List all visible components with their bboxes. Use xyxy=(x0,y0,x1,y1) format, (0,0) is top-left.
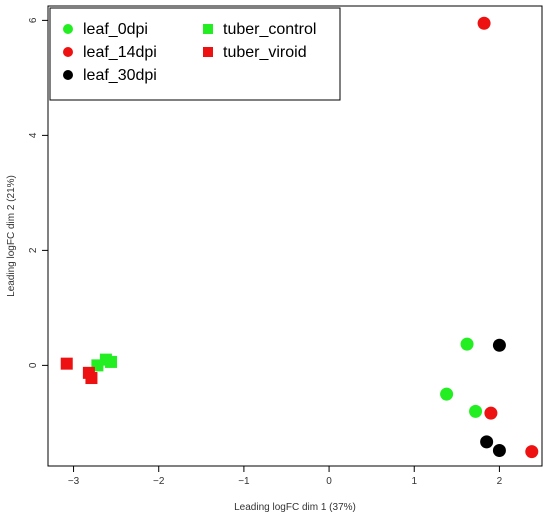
data-point-tuber-control xyxy=(105,355,118,368)
y-axis: 0 2 4 6 xyxy=(28,17,48,368)
x-tick-label: 0 xyxy=(326,476,332,487)
y-tick-label: 0 xyxy=(28,362,39,368)
legend-label: leaf_30dpi xyxy=(83,67,157,84)
data-point-leaf-0dpi xyxy=(460,337,474,351)
plot-frame xyxy=(47,5,543,467)
legend: leaf_0dpi leaf_14dpi leaf_30dpi tuber_contr… xyxy=(49,7,341,101)
legend-label: leaf_0dpi xyxy=(83,21,148,38)
x-axis-title: Leading logFC dim 1 (37%) xyxy=(234,502,356,513)
legend-key-leaf-14dpi xyxy=(63,47,73,57)
data-point-leaf-14dpi xyxy=(525,445,539,459)
data-point-leaf-30dpi xyxy=(492,443,506,457)
data-point-leaf-14dpi xyxy=(484,406,498,420)
legend-label: tuber_viroid xyxy=(223,44,307,61)
legend-key-tuber-control xyxy=(203,24,213,34)
x-tick-label: 2 xyxy=(497,476,503,487)
data-point-leaf-0dpi xyxy=(440,387,454,401)
y-tick-label: 2 xyxy=(28,247,39,253)
x-tick-label: −1 xyxy=(238,476,250,487)
y-axis-title: Leading logFC dim 2 (21%) xyxy=(6,175,17,297)
x-tick-label: −2 xyxy=(153,476,165,487)
data-point-tuber-viroid xyxy=(85,372,98,385)
data-point-leaf-30dpi xyxy=(480,435,494,449)
legend-key-tuber-viroid xyxy=(203,47,213,57)
legend-key-leaf-0dpi xyxy=(63,24,73,34)
x-axis: −3 −2 −1 0 1 2 xyxy=(68,466,503,487)
data-point-tuber-viroid xyxy=(60,357,73,370)
data-points xyxy=(60,16,539,459)
x-tick-label: 1 xyxy=(411,476,417,487)
legend-label: tuber_control xyxy=(223,21,316,38)
data-point-leaf-30dpi xyxy=(492,338,506,352)
y-tick-label: 4 xyxy=(28,132,39,138)
y-tick-label: 6 xyxy=(28,17,39,23)
data-point-leaf-14dpi xyxy=(477,16,491,30)
legend-key-leaf-30dpi xyxy=(63,70,73,80)
data-point-leaf-0dpi xyxy=(469,404,483,418)
legend-box xyxy=(49,7,341,101)
x-tick-label: −3 xyxy=(68,476,80,487)
legend-label: leaf_14dpi xyxy=(83,44,157,61)
